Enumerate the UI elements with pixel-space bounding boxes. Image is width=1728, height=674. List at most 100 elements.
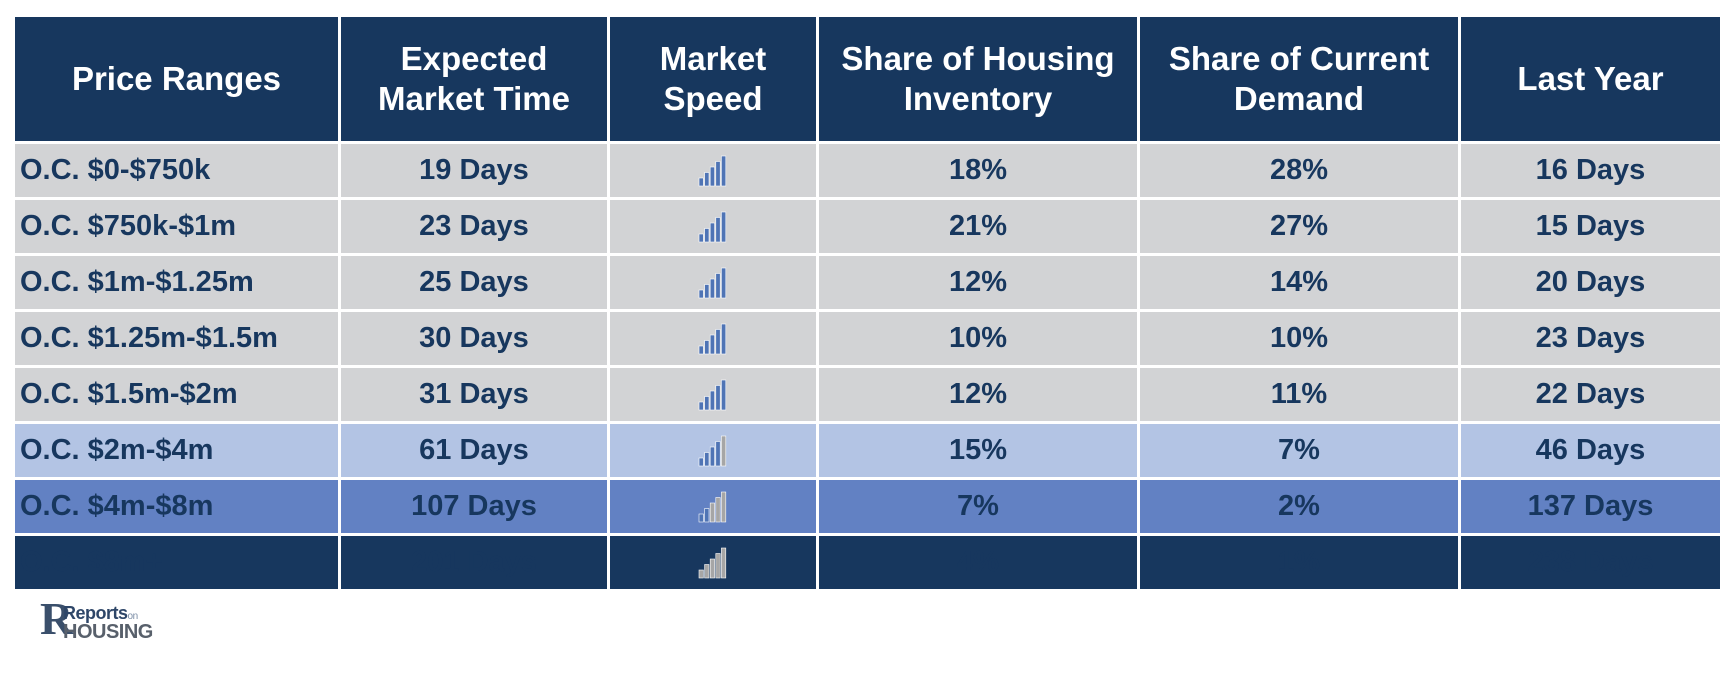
- table-row: O.C. $1.25m-$1.5m 30 Days 10% 10% 23 Days: [15, 312, 1720, 365]
- market-speed-cell: [610, 536, 816, 589]
- price-range-cell: O.C. $4m-$8m: [15, 480, 338, 533]
- table-row: O.C. $1m-$1.25m 25 Days 12% 14% 20 Days: [15, 256, 1720, 309]
- inventory-share-cell: 12%: [819, 256, 1137, 309]
- market-speed-signal-icon: [698, 491, 727, 522]
- speed-bar: [709, 390, 715, 410]
- header-share-of-housing-inventory: Share of Housing Inventory: [819, 17, 1137, 141]
- speed-bar: [698, 569, 704, 578]
- speed-bar: [709, 222, 715, 242]
- inventory-share-cell: 18%: [819, 144, 1137, 197]
- table-row: O.C. $4m-$8m 107 Days 7% 2% 137 Days: [15, 480, 1720, 533]
- market-speed-signal-icon: [698, 211, 727, 242]
- speed-bar: [715, 440, 721, 466]
- speed-bar: [715, 496, 721, 522]
- price-range-cell: O.C. $2m-$4m: [15, 424, 338, 477]
- inventory-share-cell: 12%: [819, 368, 1137, 421]
- last-year-cell: 46 Days: [1461, 424, 1720, 477]
- demand-share-cell: 2%: [1140, 480, 1458, 533]
- speed-bar: [704, 283, 710, 298]
- table-row: O.C. $2m-$4m 61 Days 15% 7% 46 Days: [15, 424, 1720, 477]
- demand-share-cell: 1%: [1140, 536, 1458, 589]
- market-time-table: Price Ranges Expected Market Time Market…: [12, 14, 1723, 592]
- expected-market-time-cell: 61 Days: [341, 424, 607, 477]
- header-market-speed: Market Speed: [610, 17, 816, 141]
- inventory-share-cell: 7%: [819, 480, 1137, 533]
- logo-housing-text: HOUSING: [63, 621, 153, 643]
- expected-market-time-cell: 31 Days: [341, 368, 607, 421]
- market-speed-cell: [610, 480, 816, 533]
- demand-share-cell: 14%: [1140, 256, 1458, 309]
- demand-share-cell: 11%: [1140, 368, 1458, 421]
- demand-share-cell: 7%: [1140, 424, 1458, 477]
- last-year-cell: 137 Days: [1461, 480, 1720, 533]
- logo-reports-text: Reportson: [63, 603, 138, 623]
- speed-bar: [709, 166, 715, 186]
- header-share-of-current-demand: Share of Current Demand: [1140, 17, 1458, 141]
- speed-bar: [704, 339, 710, 354]
- speed-bar: [704, 507, 710, 522]
- speed-bar: [715, 384, 721, 410]
- market-speed-cell: [610, 424, 816, 477]
- expected-market-time-cell: 23 Days: [341, 200, 607, 253]
- market-speed-signal-icon: [698, 323, 727, 354]
- last-year-cell: 20 Days: [1461, 256, 1720, 309]
- market-speed-cell: [610, 200, 816, 253]
- last-year-cell: 23 Days: [1461, 312, 1720, 365]
- speed-bar: [721, 379, 727, 410]
- header-last-year: Last Year: [1461, 17, 1720, 141]
- speed-bar: [698, 289, 704, 298]
- speed-bar: [704, 563, 710, 578]
- market-speed-signal-icon: [698, 547, 727, 578]
- last-year-cell: 15 Days: [1461, 200, 1720, 253]
- inventory-share-cell: 15%: [819, 424, 1137, 477]
- speed-bar: [721, 267, 727, 298]
- market-speed-signal-icon: [698, 267, 727, 298]
- inventory-share-cell: 4%: [819, 536, 1137, 589]
- price-range-cell: O.C. $1m-$1.25m: [15, 256, 338, 309]
- inventory-share-cell: 10%: [819, 312, 1137, 365]
- table-row: O.C. $1.5m-$2m 31 Days 12% 11% 22 Days: [15, 368, 1720, 421]
- market-speed-signal-icon: [698, 155, 727, 186]
- reports-on-housing-logo: R Reportson HOUSING: [40, 593, 153, 644]
- table-row: O.C. $0-$750k 19 Days 18% 28% 16 Days: [15, 144, 1720, 197]
- speed-bar: [721, 491, 727, 522]
- speed-bar: [698, 345, 704, 354]
- speed-bar: [698, 177, 704, 186]
- speed-bar: [715, 272, 721, 298]
- market-speed-cell: [610, 256, 816, 309]
- speed-bar: [709, 446, 715, 466]
- price-range-cell: O.C. $1.25m-$1.5m: [15, 312, 338, 365]
- speed-bar: [721, 547, 727, 578]
- speed-bar: [698, 401, 704, 410]
- expected-market-time-cell: 107 Days: [341, 480, 607, 533]
- market-speed-signal-icon: [698, 379, 727, 410]
- table-row: O.C. $8m+ 201 Days 4% 1% 238 Days: [15, 536, 1720, 589]
- speed-bar: [721, 323, 727, 354]
- last-year-cell: 16 Days: [1461, 144, 1720, 197]
- last-year-cell: 238 Days: [1461, 536, 1720, 589]
- inventory-share-cell: 21%: [819, 200, 1137, 253]
- speed-bar: [715, 160, 721, 186]
- speed-bar: [709, 502, 715, 522]
- speed-bar: [721, 435, 727, 466]
- speed-bar: [704, 451, 710, 466]
- last-year-cell: 22 Days: [1461, 368, 1720, 421]
- speed-bar: [715, 552, 721, 578]
- market-speed-cell: [610, 368, 816, 421]
- market-speed-cell: [610, 144, 816, 197]
- table-body: O.C. $0-$750k 19 Days 18% 28% 16 Days O.C. $7…: [15, 144, 1720, 589]
- speed-bar: [715, 216, 721, 242]
- speed-bar: [715, 328, 721, 354]
- speed-bar: [709, 278, 715, 298]
- expected-market-time-cell: 201 Days: [341, 536, 607, 589]
- speed-bar: [704, 171, 710, 186]
- expected-market-time-cell: 19 Days: [341, 144, 607, 197]
- price-range-cell: O.C. $0-$750k: [15, 144, 338, 197]
- demand-share-cell: 10%: [1140, 312, 1458, 365]
- price-range-cell: O.C. $750k-$1m: [15, 200, 338, 253]
- table-row: O.C. $750k-$1m 23 Days 21% 27% 15 Days: [15, 200, 1720, 253]
- speed-bar: [704, 395, 710, 410]
- market-speed-cell: [610, 312, 816, 365]
- speed-bar: [709, 334, 715, 354]
- speed-bar: [709, 558, 715, 578]
